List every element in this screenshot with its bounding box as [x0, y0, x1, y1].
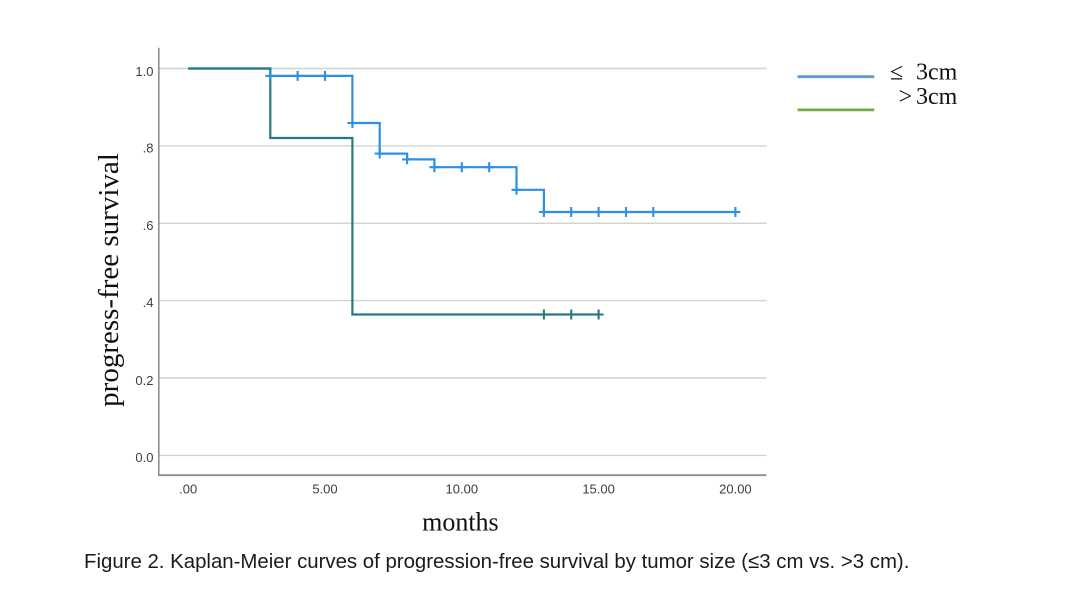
svg-text:20.00: 20.00: [719, 482, 752, 497]
svg-text:0.2: 0.2: [135, 373, 153, 388]
svg-text:.4: .4: [143, 295, 154, 310]
svg-text:progress-free survival: progress-free survival: [93, 153, 125, 407]
svg-text:10.00: 10.00: [446, 482, 479, 497]
svg-text:1.0: 1.0: [135, 64, 153, 79]
svg-text:months: months: [422, 508, 499, 537]
svg-text:3cm: 3cm: [916, 84, 958, 110]
svg-text:.8: .8: [143, 141, 154, 156]
svg-text:0.0: 0.0: [135, 450, 153, 465]
svg-text:5.00: 5.00: [312, 482, 337, 497]
svg-text:Figure 2. Kaplan-Meier curves: Figure 2. Kaplan-Meier curves of progres…: [84, 551, 909, 573]
svg-text:>: >: [899, 84, 913, 110]
svg-text:.00: .00: [179, 482, 197, 497]
svg-text:≤: ≤: [890, 59, 903, 85]
svg-text:15.00: 15.00: [582, 482, 615, 497]
svg-text:.6: .6: [143, 218, 154, 233]
svg-text:3cm: 3cm: [916, 59, 958, 85]
